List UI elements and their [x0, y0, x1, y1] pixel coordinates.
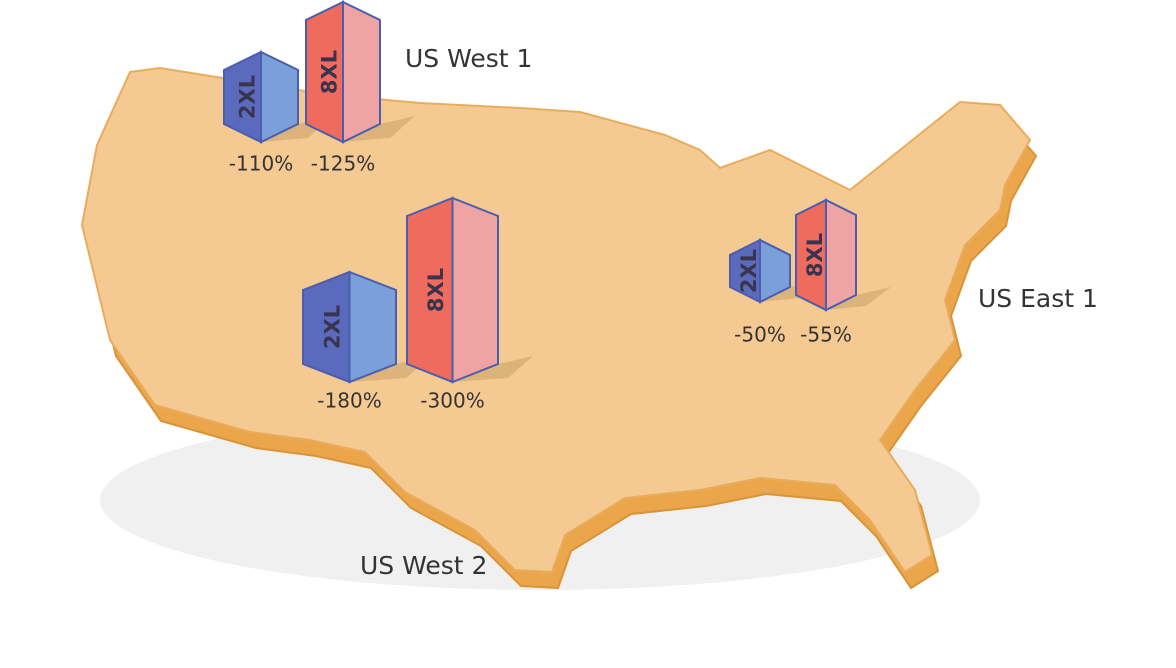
percent-change: -125% [311, 152, 375, 176]
instance-size: 2XL [737, 249, 761, 293]
region-name: US East 1 [978, 284, 1098, 313]
instance-prism: 2XL [302, 270, 431, 384]
instance-size: 8XL [424, 268, 448, 312]
region-name: US West 1 [405, 44, 532, 73]
prism-right [342, 0, 381, 144]
prism-right [348, 270, 397, 384]
prism-right [260, 50, 299, 144]
prism-shadow [452, 356, 533, 382]
prism-right [759, 238, 791, 304]
prism-shadow [826, 287, 891, 310]
instance-size: 2XL [321, 305, 345, 349]
percent-change: -55% [800, 323, 852, 347]
instance-size: 2XL [235, 75, 259, 119]
prism-right [825, 198, 857, 312]
region-name: US West 2 [360, 551, 487, 580]
overlay: US West 1 2XL -110% 8XL -125% US West 2 2XL -18… [223, 0, 1098, 580]
instance-size: 8XL [803, 233, 827, 277]
prism-shadow [343, 116, 415, 142]
percent-change: -180% [317, 389, 381, 413]
instance-prism: 8XL [795, 198, 891, 312]
instance-prism: 8XL [406, 196, 533, 384]
percent-change: -50% [734, 323, 786, 347]
percent-change: -300% [420, 389, 484, 413]
instance-size: 8XL [317, 50, 341, 94]
instance-prism: 8XL [305, 0, 415, 144]
percent-change: -110% [229, 152, 293, 176]
prism-right [451, 196, 499, 384]
